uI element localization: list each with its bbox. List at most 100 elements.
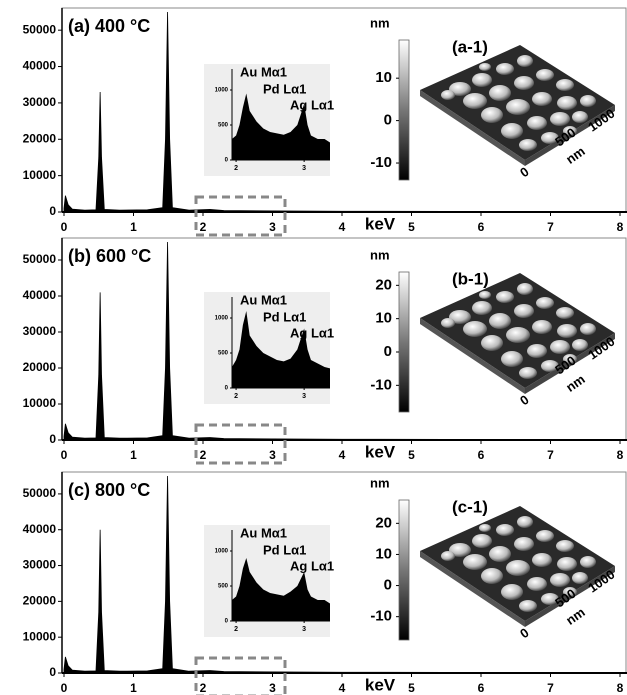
x-tick-label: 3 <box>269 448 276 462</box>
colorbar-unit: nm <box>370 475 390 490</box>
y-tick-label: 50000 <box>23 252 57 266</box>
y-tick-label: 0 <box>49 432 56 446</box>
highlight-box <box>194 195 287 237</box>
afm-surface <box>420 45 615 166</box>
y-tick-label: 50000 <box>23 486 57 500</box>
x-axis-label: keV <box>365 214 396 233</box>
inset-x-tick-label: 2 <box>234 393 238 400</box>
afm-axis-unit: nm <box>563 604 588 627</box>
inset-annotation: Pd Lα1 <box>263 81 306 96</box>
y-tick-label: 10000 <box>23 629 57 643</box>
inset-annotation: Ag Lα1 <box>290 558 334 573</box>
x-tick-label: 1 <box>130 681 137 695</box>
y-tick-label: 30000 <box>23 324 57 338</box>
inset-y-tick-label: 500 <box>218 584 229 590</box>
inset-y-tick-label: 0 <box>225 619 229 625</box>
inset-y-tick-label: 1000 <box>215 549 229 555</box>
colorbar-tick-label: 0 <box>384 343 392 360</box>
y-tick-label: 40000 <box>23 59 57 73</box>
y-tick-label: 40000 <box>23 522 57 536</box>
inset-x-tick-label: 3 <box>302 393 306 400</box>
colorbar <box>398 499 410 641</box>
x-tick-label: 6 <box>478 681 485 695</box>
inset-y-tick-label: 0 <box>225 158 229 164</box>
inset-annotation: Au Mα1 <box>240 292 287 307</box>
x-tick-label: 5 <box>408 681 415 695</box>
afm-axis-unit: nm <box>563 371 588 394</box>
x-tick-label: 2 <box>200 681 207 695</box>
colorbar-tick-label: 10 <box>375 69 392 86</box>
x-tick-label: 7 <box>547 220 554 234</box>
inset-annotation: Pd Lα1 <box>263 542 306 557</box>
panel-title: (a) 400 °C <box>68 16 150 36</box>
inset-annotation: Au Mα1 <box>240 64 287 79</box>
y-tick-label: 20000 <box>23 360 57 374</box>
x-tick-label: 7 <box>547 448 554 462</box>
colorbar-tick-label: 20 <box>375 514 392 531</box>
inset-y-tick-label: 1000 <box>215 316 229 322</box>
colorbar-unit: nm <box>370 15 390 30</box>
y-tick-label: 10000 <box>23 168 57 182</box>
colorbar-tick-label: 0 <box>384 112 392 129</box>
afm-surface <box>420 506 615 627</box>
inset-annotation: Ag Lα1 <box>290 325 334 340</box>
afm-axis-tick: 0 <box>517 164 532 180</box>
x-tick-label: 4 <box>339 681 346 695</box>
x-tick-label: 8 <box>617 448 624 462</box>
x-axis-label: keV <box>365 675 396 694</box>
afm-axis-tick: 0 <box>517 392 532 408</box>
y-tick-label: 0 <box>49 665 56 679</box>
inset-y-tick-label: 0 <box>225 386 229 392</box>
x-tick-label: 6 <box>478 448 485 462</box>
colorbar <box>398 39 410 181</box>
panel-title: (b) 600 °C <box>68 246 151 266</box>
y-tick-label: 20000 <box>23 594 57 608</box>
colorbar-unit: nm <box>370 247 390 262</box>
x-tick-label: 4 <box>339 448 346 462</box>
x-axis-label: keV <box>365 442 396 461</box>
spectrum-area <box>63 12 621 213</box>
inset-annotation: Pd Lα1 <box>263 309 306 324</box>
inset-annotation: Ag Lα1 <box>290 97 334 112</box>
y-tick-label: 50000 <box>23 22 57 36</box>
spectrum-area <box>232 93 330 160</box>
afm-axis-unit: nm <box>563 143 588 166</box>
spectrum-area <box>232 558 330 621</box>
x-tick-label: 7 <box>547 681 554 695</box>
afm-axis-tick: 0 <box>517 625 532 641</box>
highlight-box <box>194 656 287 695</box>
x-tick-label: 3 <box>269 220 276 234</box>
y-tick-label: 0 <box>49 204 56 218</box>
y-tick-label: 20000 <box>23 131 57 145</box>
x-tick-label: 1 <box>130 448 137 462</box>
inset-y-tick-label: 500 <box>218 351 229 357</box>
x-tick-label: 0 <box>61 448 68 462</box>
inset-x-tick-label: 2 <box>234 165 238 172</box>
colorbar-tick-label: -10 <box>370 154 392 171</box>
spectrum-area <box>63 476 621 674</box>
x-tick-label: 6 <box>478 220 485 234</box>
panel-title: (c) 800 °C <box>68 480 150 500</box>
x-tick-label: 2 <box>200 220 207 234</box>
x-tick-label: 5 <box>408 448 415 462</box>
colorbar-tick-label: -10 <box>370 608 392 625</box>
inset-x-tick-label: 3 <box>302 626 306 633</box>
colorbar-tick-label: 10 <box>375 310 392 327</box>
inset-y-tick-label: 1000 <box>215 88 229 94</box>
y-tick-label: 30000 <box>23 95 57 109</box>
x-tick-label: 3 <box>269 681 276 695</box>
afm-surface <box>420 273 615 394</box>
x-tick-label: 1 <box>130 220 137 234</box>
highlight-box <box>194 423 287 465</box>
x-tick-label: 2 <box>200 448 207 462</box>
inset-annotation: Au Mα1 <box>240 525 287 540</box>
afm-label: (c-1) <box>452 497 488 516</box>
afm-label: (a-1) <box>452 37 488 56</box>
x-tick-label: 8 <box>617 681 624 695</box>
x-tick-label: 0 <box>61 220 68 234</box>
inset-x-tick-label: 3 <box>302 165 306 172</box>
inset-x-tick-label: 2 <box>234 626 238 633</box>
spectrum-area <box>232 311 330 388</box>
colorbar <box>398 271 410 413</box>
